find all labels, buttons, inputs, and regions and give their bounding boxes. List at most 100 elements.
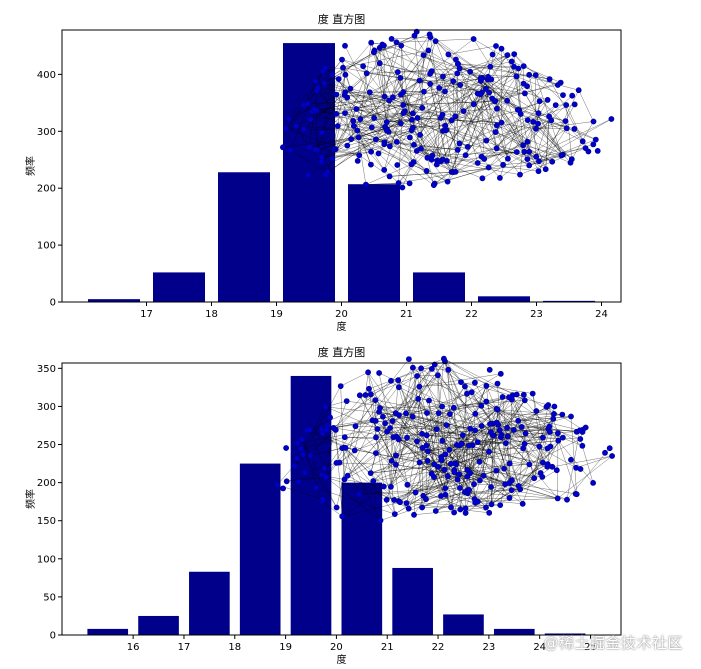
network-node bbox=[406, 180, 413, 187]
network-node bbox=[279, 144, 286, 151]
network-node bbox=[459, 432, 466, 439]
network-node bbox=[333, 91, 340, 98]
network-node bbox=[478, 423, 485, 429]
network-node bbox=[409, 364, 416, 371]
network-node bbox=[319, 129, 326, 136]
network-node bbox=[486, 509, 493, 516]
network-node bbox=[510, 427, 517, 433]
network-node bbox=[457, 506, 464, 513]
network-node bbox=[508, 487, 515, 493]
network-node bbox=[362, 181, 369, 188]
network-node bbox=[511, 51, 518, 57]
network-node bbox=[344, 472, 351, 479]
network-node bbox=[571, 101, 578, 108]
bar bbox=[88, 299, 140, 302]
network-node bbox=[404, 434, 410, 441]
network-node bbox=[546, 423, 553, 430]
network-node bbox=[399, 184, 406, 191]
network-node bbox=[428, 365, 435, 372]
network-node bbox=[504, 424, 510, 431]
network-node bbox=[318, 154, 325, 160]
network-node bbox=[335, 76, 342, 82]
network-node bbox=[585, 148, 592, 155]
network-node bbox=[557, 79, 564, 86]
network-node bbox=[419, 104, 426, 111]
network-node bbox=[470, 101, 477, 108]
network-node bbox=[387, 483, 394, 490]
network-node bbox=[517, 111, 524, 117]
network-node bbox=[536, 443, 543, 450]
network-node bbox=[498, 45, 505, 52]
network-node bbox=[460, 108, 467, 114]
network-node bbox=[474, 160, 481, 166]
network-node bbox=[450, 404, 457, 411]
y-tick-label: 250 bbox=[37, 440, 56, 451]
network-node bbox=[367, 161, 374, 168]
network-node bbox=[551, 403, 558, 410]
network-node bbox=[366, 385, 372, 392]
network-node bbox=[555, 430, 561, 437]
network-node bbox=[472, 410, 479, 417]
network-node bbox=[508, 58, 515, 65]
network-node bbox=[391, 511, 398, 517]
network-node bbox=[363, 70, 370, 77]
network-node bbox=[375, 150, 382, 157]
network-node bbox=[554, 495, 561, 502]
network-node bbox=[483, 137, 490, 144]
y-tick-label: 100 bbox=[37, 241, 56, 252]
network-node bbox=[576, 427, 583, 434]
network-node bbox=[476, 477, 483, 484]
network-node bbox=[382, 420, 388, 427]
network-node bbox=[432, 38, 439, 45]
network-node bbox=[327, 414, 333, 421]
network-node bbox=[360, 63, 366, 70]
network-node bbox=[441, 466, 448, 473]
network-node bbox=[456, 471, 463, 478]
network-node bbox=[526, 162, 533, 169]
watermark: @稀土掘金技术社区 bbox=[543, 634, 683, 652]
network-node bbox=[569, 92, 576, 99]
network-node bbox=[498, 119, 505, 126]
network-node bbox=[606, 445, 613, 452]
network-node bbox=[400, 110, 407, 116]
network-node bbox=[285, 116, 292, 122]
network-node bbox=[544, 445, 551, 452]
network-node bbox=[339, 56, 345, 63]
network-node bbox=[590, 141, 597, 148]
network-node bbox=[567, 159, 574, 166]
network-node bbox=[393, 452, 399, 459]
network-node bbox=[579, 138, 586, 145]
network-node bbox=[383, 496, 390, 503]
network-node bbox=[409, 116, 415, 123]
network-node bbox=[535, 110, 542, 117]
network-node bbox=[423, 496, 429, 503]
network-node bbox=[342, 71, 349, 78]
network-node bbox=[307, 116, 314, 123]
y-tick-label: 300 bbox=[37, 402, 56, 413]
network-node bbox=[410, 141, 417, 148]
x-tick-label: 22 bbox=[465, 309, 478, 320]
network-node bbox=[417, 131, 423, 138]
network-node bbox=[474, 439, 481, 445]
network-node bbox=[560, 434, 566, 441]
bar bbox=[348, 184, 400, 302]
network-node bbox=[592, 136, 599, 143]
network-node bbox=[520, 80, 527, 87]
network-node bbox=[445, 51, 452, 58]
network-node bbox=[295, 478, 302, 485]
network-node bbox=[573, 491, 580, 498]
network-node bbox=[372, 397, 379, 403]
network-node bbox=[373, 434, 379, 441]
network-node bbox=[406, 134, 413, 141]
network-node bbox=[280, 485, 286, 492]
network-node bbox=[395, 436, 402, 443]
network-node bbox=[481, 156, 488, 162]
network-node bbox=[540, 434, 546, 441]
network-node bbox=[457, 82, 464, 88]
network-node bbox=[323, 474, 330, 481]
network-node bbox=[333, 504, 340, 511]
network-node bbox=[483, 382, 490, 389]
network-node bbox=[546, 76, 553, 82]
network-node bbox=[283, 478, 290, 485]
network-node bbox=[536, 158, 542, 165]
